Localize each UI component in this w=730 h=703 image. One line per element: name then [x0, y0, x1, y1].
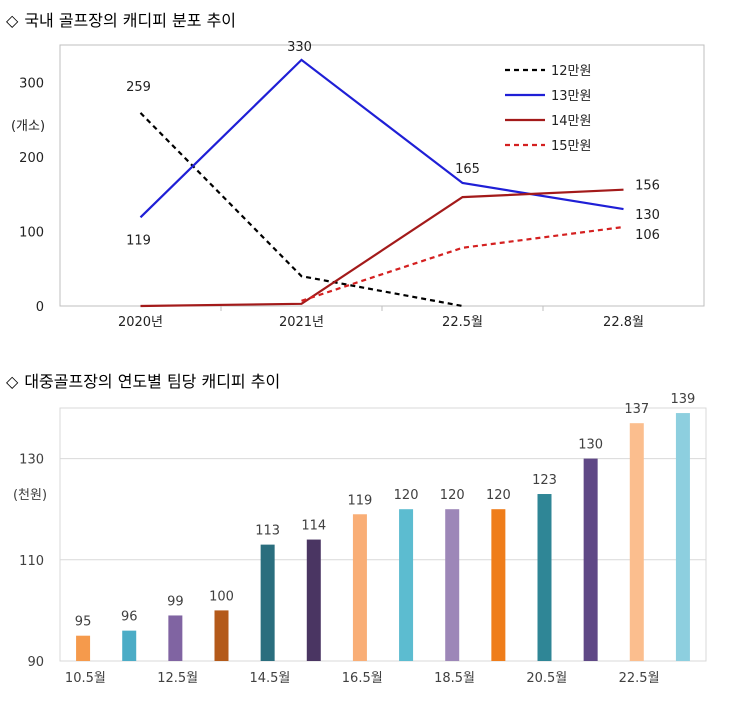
bar-chart-plot-area: [59, 407, 707, 662]
data-label: 96: [121, 610, 138, 625]
x-tick-label: 2021년: [279, 315, 324, 330]
series-line-2: [140, 188, 624, 308]
x-tick-label: 2020년: [118, 315, 163, 330]
diamond-icon: ◇: [6, 372, 19, 391]
x-tick-label: 14.5월: [249, 671, 290, 686]
data-label: 113: [255, 524, 280, 539]
bar: [214, 610, 229, 661]
y-tick-label: 90: [27, 655, 44, 670]
data-label: 137: [624, 402, 649, 417]
bar: [629, 423, 644, 661]
bar: [675, 413, 690, 661]
data-label: 120: [440, 488, 465, 503]
data-label: 156: [635, 179, 660, 194]
data-label: 99: [167, 594, 184, 609]
legend-label-3: 15만원: [551, 139, 591, 154]
data-label: 165: [455, 162, 480, 177]
data-label: 119: [348, 493, 373, 508]
y-axis-label: (천원): [13, 488, 47, 503]
diamond-icon: ◇: [6, 11, 19, 30]
data-label: 114: [301, 519, 326, 534]
x-tick-label: 22.5월: [619, 671, 660, 686]
x-tick-label: 16.5월: [342, 671, 383, 686]
bar: [168, 615, 183, 661]
series-line-1: [139, 58, 624, 219]
line-chart-plot-area: [59, 44, 705, 307]
data-label: 120: [394, 488, 419, 503]
legend-label-1: 13만원: [551, 89, 591, 104]
data-label: 139: [671, 392, 696, 407]
data-label: 119: [126, 233, 151, 248]
bar: [122, 630, 137, 661]
x-tick-label: 18.5월: [434, 671, 475, 686]
legend-label-0: 12만원: [551, 64, 591, 79]
x-tick-label: 12.5월: [157, 671, 198, 686]
y-axis-label: (개소): [11, 119, 45, 134]
y-tick-label: 100: [19, 225, 44, 240]
y-tick-label: 300: [19, 76, 44, 91]
y-tick-label: 200: [19, 151, 44, 166]
x-tick-label: 10.5월: [65, 671, 106, 686]
series-line-3: [301, 225, 624, 302]
bar: [537, 494, 552, 661]
bar: [399, 509, 414, 661]
data-label: 123: [532, 473, 557, 488]
chart2-heading: ◇ 대중골프장의 연도별 팀당 캐디피 추이: [6, 372, 280, 392]
y-tick-label: 130: [19, 453, 44, 468]
bar: [260, 544, 275, 661]
legend-label-2: 14만원: [551, 114, 591, 129]
data-label: 106: [635, 228, 660, 243]
data-label: 330: [287, 40, 312, 55]
y-tick-label: 0: [36, 300, 44, 315]
y-tick-label: 110: [19, 554, 44, 569]
chart2-title: 대중골프장의 연도별 팀당 캐디피 추이: [24, 372, 281, 391]
series-line-0: [139, 112, 463, 308]
x-tick-label: 22.5월: [442, 315, 483, 330]
bar: [583, 458, 598, 661]
chart1-heading: ◇ 국내 골프장의 캐디피 분포 추이: [6, 11, 236, 31]
data-label: 100: [209, 589, 234, 604]
bar: [306, 539, 321, 661]
data-label: 130: [578, 438, 603, 453]
data-label: 95: [75, 615, 92, 630]
data-label: 120: [486, 488, 511, 503]
bar: [352, 514, 367, 661]
chart1-title: 국내 골프장의 캐디피 분포 추이: [24, 11, 237, 30]
x-tick-label: 22.8월: [603, 315, 644, 330]
x-tick-label: 20.5월: [526, 671, 567, 686]
bar: [76, 635, 91, 661]
data-label: 130: [635, 208, 660, 223]
bar: [491, 509, 506, 661]
data-label: 259: [126, 80, 151, 95]
bar: [445, 509, 460, 661]
